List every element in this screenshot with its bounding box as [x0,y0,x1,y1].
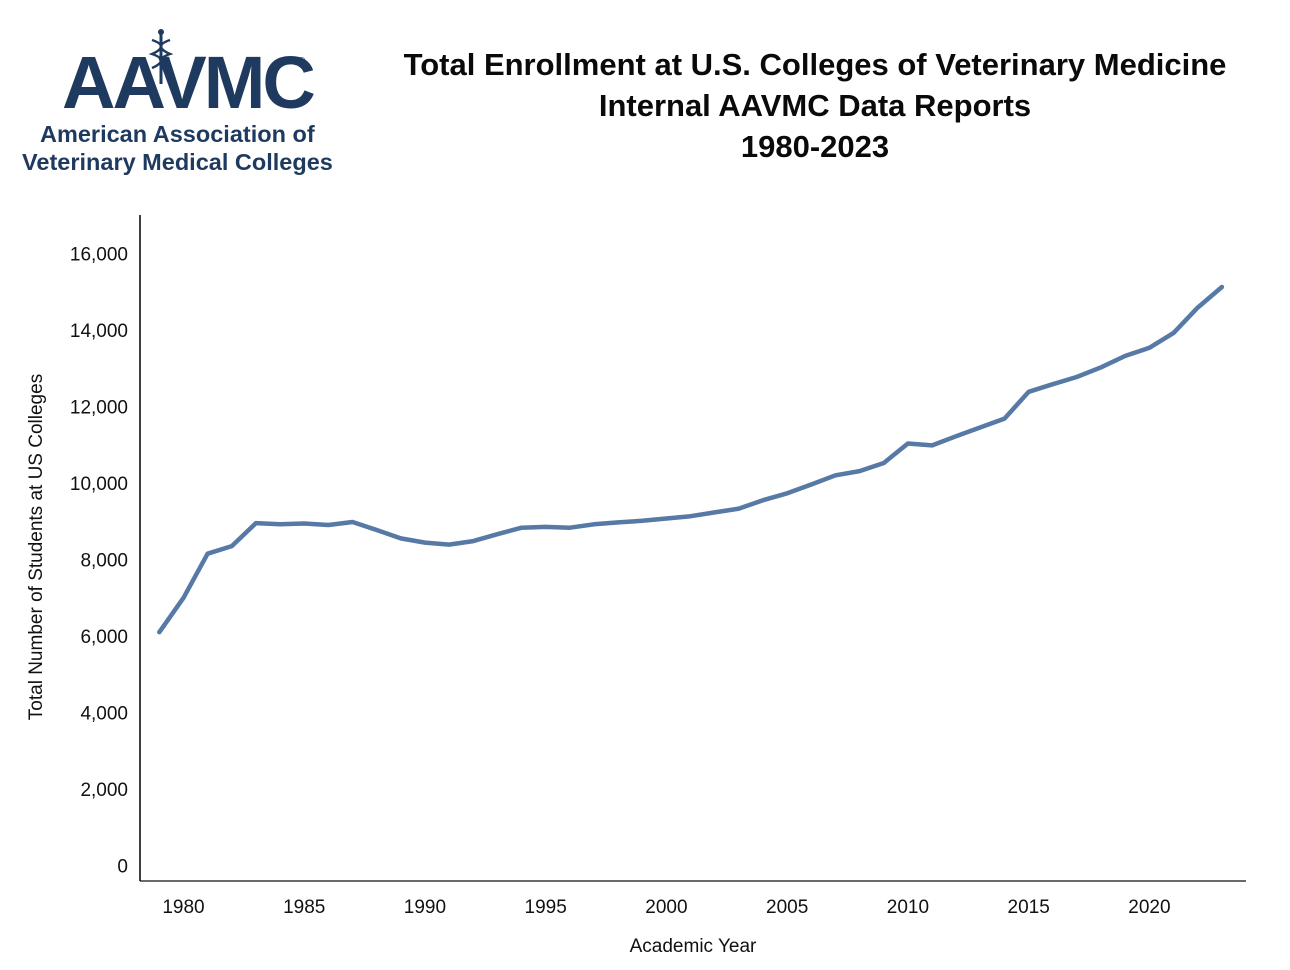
enrollment-series-line [157,284,1225,635]
x-tick-label: 1985 [283,897,325,918]
logo-line-2: Veterinary Medical Colleges [22,149,333,175]
y-axis-ticks: 0 2,000 4,000 6,000 8,000 10,000 12,000 14,000 1… [70,244,128,877]
x-tick-label: 2015 [1008,897,1050,918]
y-tick-label: 16,000 [70,244,128,265]
chart-title: Total Enrollment at U.S. Colleges of Vet… [403,47,1227,82]
y-tick-label: 12,000 [70,397,128,418]
y-tick-label: 14,000 [70,321,128,342]
y-tick-label: 10,000 [70,474,128,495]
x-tick-label: 2000 [645,897,687,918]
x-tick-label: 2020 [1128,897,1170,918]
y-tick-label: 8,000 [80,550,128,571]
y-tick-label: 2,000 [80,780,128,801]
y-tick-label: 6,000 [80,627,128,648]
x-tick-label: 1980 [162,897,204,918]
x-tick-label: 2010 [887,897,929,918]
y-axis-title: Total Number of Students at US Colleges [26,374,47,720]
x-axis-title: Academic Year [630,936,757,957]
x-tick-label: 1990 [404,897,446,918]
series-layer [157,284,1225,635]
aavmc-logo: AAVMC ® American Association of Veterina… [18,26,348,186]
chart-subtitle-years: 1980-2023 [740,129,890,164]
x-tick-label: 1995 [525,897,567,918]
caduceus-icon [148,29,174,84]
y-tick-label: 0 [117,857,128,878]
logo-line-1: American Association of [40,121,315,147]
x-tick-label: 2005 [766,897,808,918]
x-axis-ticks: 1980 1985 1990 1995 2000 2005 2010 2015 2020 [162,897,1170,918]
logo-mark: AAVMC [62,41,314,124]
chart-titles: Total Enrollment at U.S. Colleges of Vet… [370,44,1260,167]
logo-registered-mark: ® [298,56,306,67]
y-tick-label: 4,000 [80,704,128,725]
chart-axes [139,215,1246,882]
chart-subtitle: Internal AAVMC Data Reports [598,88,1032,123]
